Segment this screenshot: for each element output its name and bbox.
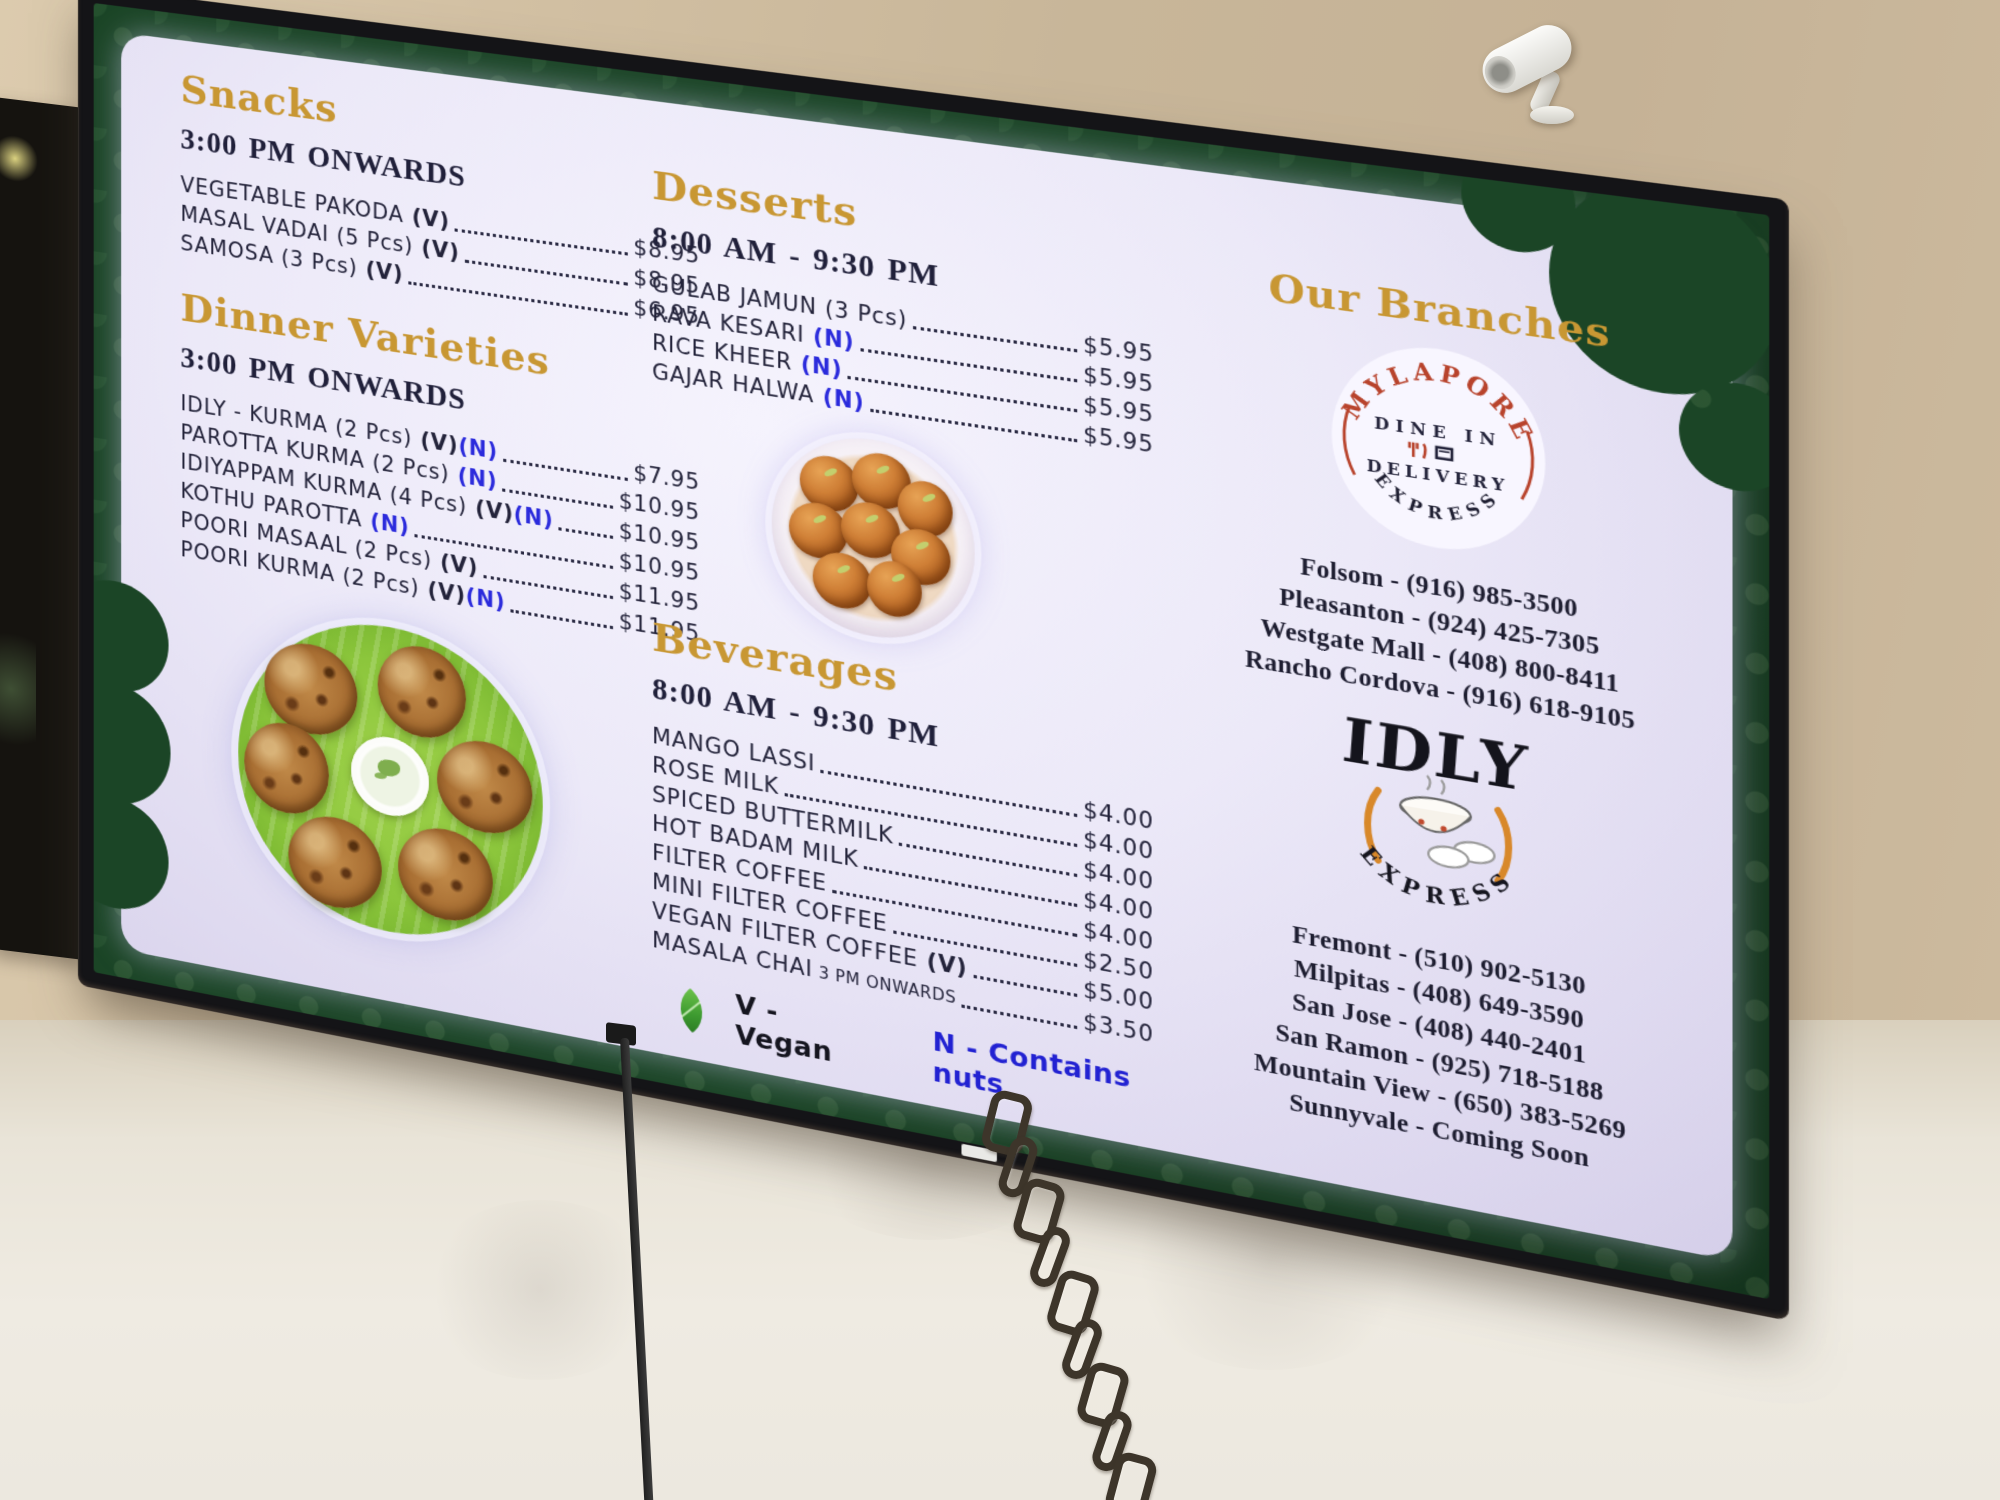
- dotted-leader: [870, 409, 1078, 443]
- adjacent-screen-edge: [0, 96, 78, 959]
- item-tag-n: (N): [458, 433, 498, 464]
- photo-scene: { "menu": { "sections": [ { "title": "Sn…: [0, 0, 2000, 1500]
- wall-stain: [420, 1200, 660, 1380]
- item-tag-v: (V): [413, 234, 459, 265]
- security-camera: [1478, 22, 1598, 142]
- ornament-scallop: [94, 788, 169, 918]
- dotted-leader: [511, 609, 614, 629]
- vada-plate-photo: [238, 602, 543, 961]
- item-tag-v: (V): [467, 494, 514, 526]
- legend-vegan: V - Vegan: [735, 988, 853, 1071]
- item-tag-v: (V): [432, 548, 478, 580]
- chutney-cup: [351, 731, 429, 822]
- dotted-leader: [962, 1004, 1078, 1029]
- camera-base: [1530, 106, 1574, 124]
- vada: [398, 821, 493, 929]
- item-tag-n: (N): [362, 507, 409, 539]
- dotted-leader: [409, 281, 629, 316]
- item-tag-v: (V): [404, 203, 450, 234]
- desserts-beverages-column: Desserts 8:00 AM - 9:30 PM GULAB JAMUN (…: [652, 161, 1154, 1129]
- screen-glare: [0, 133, 38, 185]
- screen-glare: [0, 616, 36, 762]
- gulab-jamun-photo: [772, 425, 975, 653]
- ornament-scallop: [1461, 139, 1575, 259]
- vada: [288, 809, 381, 916]
- item-tag-n: (N): [450, 462, 498, 494]
- ornament-scallop: [94, 673, 171, 814]
- camera-body: [1475, 17, 1580, 101]
- item-tag-v: (V): [412, 426, 458, 458]
- snacks-dinner-column: Snacks 3:00 PM ONWARDS VEGETABLE PAKODA …: [180, 65, 699, 990]
- idly-wordmark: IDLY: [1340, 705, 1532, 807]
- item-tag-v: (V): [420, 576, 466, 608]
- gulab-jamun: [813, 549, 872, 613]
- item-tag-n: (N): [514, 502, 554, 533]
- vada: [378, 639, 466, 744]
- item-tag-n: (N): [814, 383, 864, 416]
- vegan-leaf-icon: [669, 988, 714, 1033]
- branches-column: Our Branches MYLAPORE: [1199, 255, 1684, 1193]
- logo-circle: [1332, 334, 1546, 564]
- item-tag-v: (V): [358, 256, 404, 287]
- item-tag-n: (N): [466, 583, 506, 614]
- vada: [437, 734, 532, 841]
